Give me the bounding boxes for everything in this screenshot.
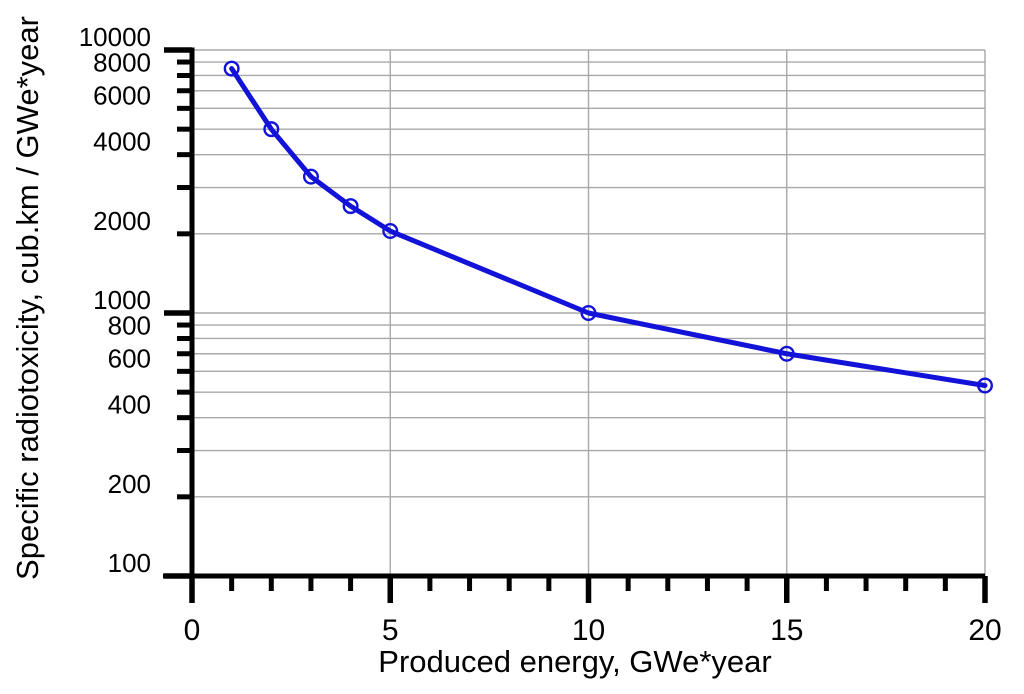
y-tick-label: 200 xyxy=(108,469,151,499)
y-tick-label: 2000 xyxy=(93,206,151,236)
y-tick-label: 100 xyxy=(108,548,151,578)
data-point xyxy=(382,223,399,240)
x-tick-label: 0 xyxy=(184,614,201,647)
data-point xyxy=(342,198,359,215)
x-tick-label: 5 xyxy=(382,614,399,647)
y-tick-label: 600 xyxy=(108,343,151,373)
data-point xyxy=(580,305,597,322)
x-tick-label: 10 xyxy=(572,614,605,647)
x-axis-title: Produced energy, GWe*year xyxy=(378,644,772,679)
y-tick-label: 400 xyxy=(108,390,151,420)
data-line xyxy=(229,66,988,389)
y-tick-label: 10000 xyxy=(79,22,151,52)
data-point xyxy=(223,60,240,77)
y-axis-title: Specific radiotoxicity, cub.km / GWe*yea… xyxy=(10,16,45,580)
y-tick-label: 8000 xyxy=(93,47,151,77)
x-tick-label: 20 xyxy=(968,614,1001,647)
data-point xyxy=(977,377,994,394)
data-point xyxy=(263,121,280,138)
y-tick-label: 4000 xyxy=(93,127,151,157)
y-tick-label: 1000 xyxy=(93,285,151,315)
data-point xyxy=(778,345,795,362)
data-point xyxy=(302,168,319,185)
y-tick-label: 800 xyxy=(108,310,151,340)
x-tick-label: 15 xyxy=(770,614,803,647)
y-tick-label: 6000 xyxy=(93,80,151,110)
